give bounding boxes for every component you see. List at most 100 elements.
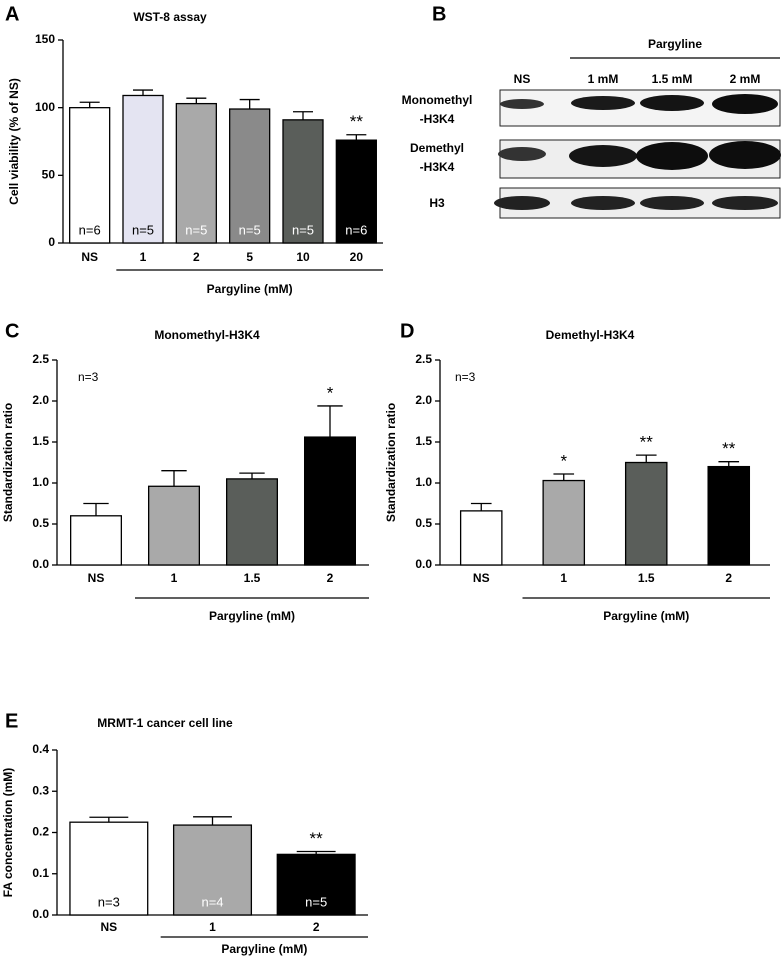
bar [69,107,111,244]
chart-title: Monomethyl-H3K4 [154,328,260,342]
y-tick-label: 1.0 [32,475,49,489]
bar [707,465,751,566]
y-axis-label: Standardization ratio [384,403,398,522]
bar [282,119,324,244]
x-tick-label: NS [88,571,105,585]
chart-title: MRMT-1 cancer cell line [97,716,233,730]
y-tick-label: 0.5 [415,516,432,530]
significance: ** [350,112,364,131]
lane-label: NS [514,72,531,86]
y-tick-label: 0.4 [32,742,49,756]
y-axis-label: FA concentration (mM) [1,768,15,898]
significance: ** [310,829,324,848]
x-tick-label: 5 [246,250,253,264]
bar [229,108,271,244]
blot-image [494,89,781,219]
x-tick-label: 1 [209,920,216,934]
row-label: -H3K4 [420,112,455,126]
group-label: Pargyline (mM) [603,609,689,623]
bar [69,821,149,916]
n-label: n=5 [292,222,314,237]
x-tick-label: NS [81,250,98,264]
bar [172,824,253,916]
n-label: n=6 [345,222,367,237]
panel-letter: A [5,3,19,25]
y-tick-label: 0.0 [32,907,49,921]
row-label: Demethyl [410,141,464,155]
bar [70,515,123,566]
significance: * [560,451,567,470]
x-tick-label: NS [100,920,117,934]
chart-title: Demethyl-H3K4 [546,328,635,342]
y-tick-label: 1.5 [415,434,432,448]
y-tick-label: 2.0 [415,393,432,407]
x-tick-label: 2 [327,571,334,585]
x-tick-label: 2 [313,920,320,934]
y-tick-label: 0.5 [32,516,49,530]
bar [147,485,200,566]
y-tick-label: 0.0 [32,557,49,571]
x-tick-label: 2 [725,571,732,585]
bar [303,436,356,566]
y-tick-label: 2.0 [32,393,49,407]
y-tick-label: 0 [48,235,55,249]
bar [542,479,586,566]
bar [122,94,164,244]
bar [225,478,278,566]
blot-group-label: Pargyline [648,37,702,51]
x-tick-label: 1 [171,571,178,585]
row-label: -H3K4 [420,160,455,174]
n-label: n=6 [79,222,101,237]
bar [276,853,356,916]
significance: * [327,383,334,402]
panel-letter: E [5,710,18,732]
y-tick-label: 0.3 [32,783,49,797]
x-tick-label: 10 [296,250,310,264]
panel-letter: C [5,320,19,342]
y-tick-label: 150 [35,32,55,46]
annotation: n=3 [455,370,476,384]
lane-label: 1.5 mM [652,72,693,86]
y-axis-label: Cell viability (% of NS) [7,78,21,205]
y-tick-label: 2.5 [32,352,49,366]
y-tick-label: 0.2 [32,825,49,839]
group-label: Pargyline (mM) [209,609,295,623]
significance: ** [722,439,736,458]
y-tick-label: 0.1 [32,866,49,880]
y-tick-label: 2.5 [415,352,432,366]
n-label: n=5 [132,222,154,237]
x-tick-label: 1.5 [638,571,655,585]
x-tick-label: 1 [140,250,147,264]
lane-label: 1 mM [588,72,619,86]
n-label: n=5 [185,222,207,237]
group-label: Pargyline (mM) [207,282,293,296]
bar [175,102,217,244]
bar [624,461,668,566]
y-axis-label: Standardization ratio [1,403,15,522]
n-label: n=5 [305,894,327,909]
x-tick-label: 1 [560,571,567,585]
y-tick-label: 100 [35,100,55,114]
bar [459,510,503,566]
y-tick-label: 0.0 [415,557,432,571]
x-tick-label: 2 [193,250,200,264]
n-label: n=3 [98,894,120,909]
panel-letter: D [400,320,414,342]
group-label: Pargyline (mM) [221,942,307,956]
row-label: Monomethyl [402,93,473,107]
row-label: H3 [429,196,445,210]
significance: ** [640,433,654,452]
annotation: n=3 [78,370,99,384]
panel-letter: B [432,3,446,25]
n-label: n=4 [201,894,223,909]
lane-label: 2 mM [730,72,761,86]
y-tick-label: 1.5 [32,434,49,448]
n-label: n=5 [239,222,261,237]
chart-title: WST-8 assay [133,10,207,24]
y-tick-label: 1.0 [415,475,432,489]
y-tick-label: 50 [42,168,56,182]
x-tick-label: 20 [350,250,364,264]
bar [335,139,377,244]
x-tick-label: NS [473,571,490,585]
